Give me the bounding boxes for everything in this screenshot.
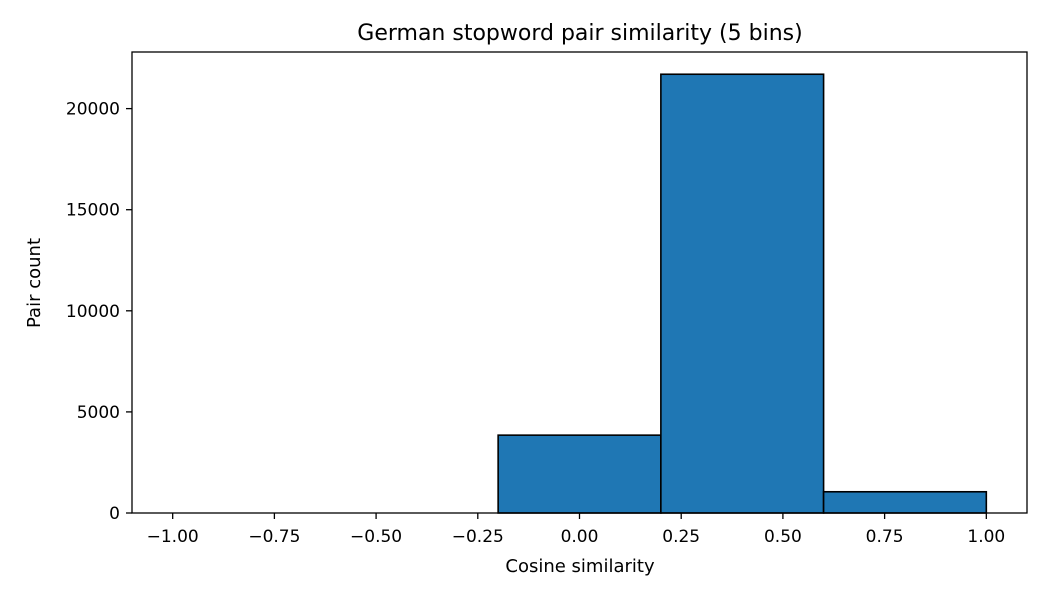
y-tick-label: 0 — [109, 504, 120, 524]
x-tick-label: 0.75 — [866, 527, 904, 547]
histogram-bar-3 — [497, 434, 662, 514]
x-tick-label: 1.00 — [967, 527, 1005, 547]
y-tick-label: 5000 — [77, 403, 120, 423]
y-tick-label: 15000 — [66, 201, 120, 221]
bars-group — [497, 73, 988, 514]
chart-title: German stopword pair similarity (5 bins) — [357, 21, 802, 46]
x-tick-label: −0.75 — [248, 527, 300, 547]
histogram-bar-4 — [660, 73, 825, 514]
x-axis-ticks: −1.00 −0.75 −0.50 −0.25 0.00 0.25 0.50 0.75 1.00 — [147, 513, 1005, 547]
x-tick-label: 0.50 — [764, 527, 802, 547]
x-axis-label: Cosine similarity — [505, 556, 655, 577]
plot-frame — [131, 51, 1028, 514]
y-axis-ticks: 0 5000 10000 15000 20000 — [66, 100, 132, 524]
x-tick-label: 0.00 — [561, 527, 599, 547]
y-tick-label: 10000 — [66, 302, 120, 322]
x-tick-label: 0.25 — [662, 527, 700, 547]
x-tick-label: −1.00 — [147, 527, 199, 547]
y-tick-label: 20000 — [66, 100, 120, 120]
y-axis-label: Pair count — [24, 238, 45, 328]
x-tick-label: −0.25 — [452, 527, 504, 547]
histogram-bar-5 — [822, 490, 988, 514]
x-tick-label: −0.50 — [350, 527, 402, 547]
